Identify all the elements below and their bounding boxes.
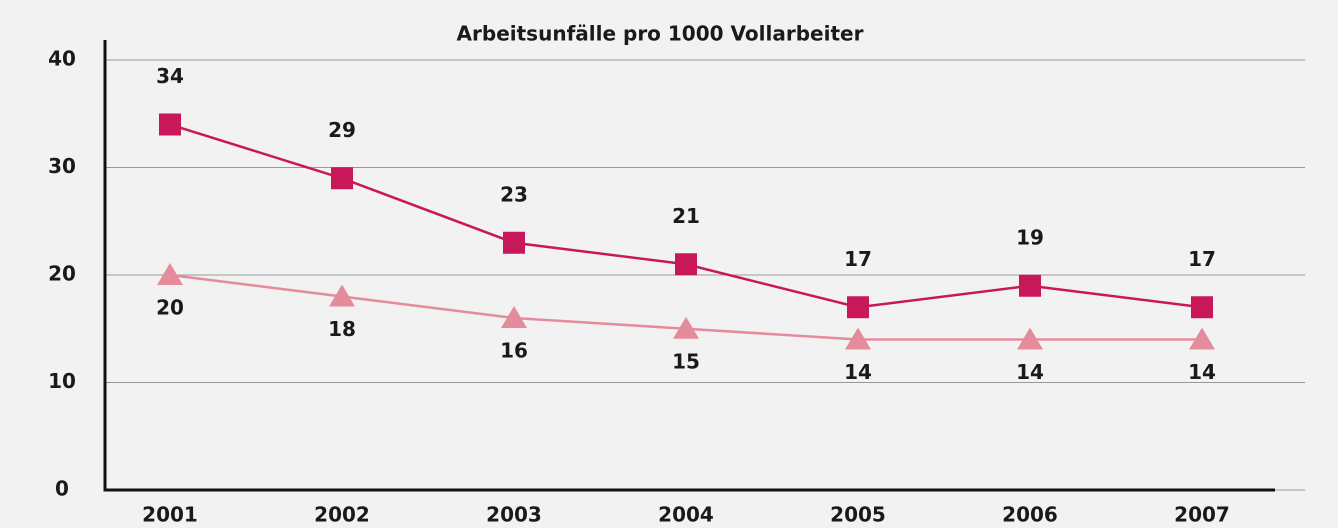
data-label: 20 (156, 296, 184, 320)
chart-title: Arbeitsunfälle pro 1000 Vollarbeiter (457, 22, 864, 46)
marker (675, 253, 697, 276)
data-label: 14 (1188, 360, 1216, 384)
x-tick-label: 2006 (1002, 503, 1058, 527)
x-tick-label: 2004 (658, 503, 714, 527)
data-label: 17 (844, 247, 872, 271)
y-tick-label: 10 (48, 369, 76, 393)
marker (845, 327, 871, 350)
marker (157, 263, 183, 285)
marker (501, 306, 527, 328)
data-label: 29 (328, 118, 356, 142)
marker (1189, 327, 1215, 350)
data-label: 23 (500, 182, 528, 206)
marker (673, 316, 699, 339)
data-label: 15 (672, 349, 700, 373)
data-label: 19 (1016, 225, 1044, 249)
y-tick-label: 40 (48, 47, 76, 71)
y-tick-label: 0 (55, 477, 69, 501)
y-tick-label: 20 (48, 262, 76, 286)
data-label: 14 (844, 360, 872, 384)
x-tick-label: 2005 (830, 503, 886, 527)
x-tick-label: 2001 (142, 503, 198, 527)
x-tick-label: 2003 (486, 503, 542, 527)
marker (503, 231, 525, 254)
data-label: 18 (328, 317, 356, 341)
data-label: 34 (156, 64, 184, 88)
marker (331, 167, 353, 190)
marker (329, 284, 355, 307)
x-tick-label: 2002 (314, 503, 370, 527)
data-label: 17 (1188, 247, 1216, 271)
marker (159, 113, 181, 136)
data-label: 21 (672, 204, 700, 228)
marker (1191, 296, 1213, 319)
x-tick-label: 2007 (1174, 503, 1230, 527)
marker (847, 296, 869, 319)
marker (1019, 274, 1041, 297)
data-label: 16 (500, 339, 528, 363)
data-label: 14 (1016, 360, 1044, 384)
y-tick-label: 30 (48, 154, 76, 178)
marker (1017, 327, 1043, 350)
